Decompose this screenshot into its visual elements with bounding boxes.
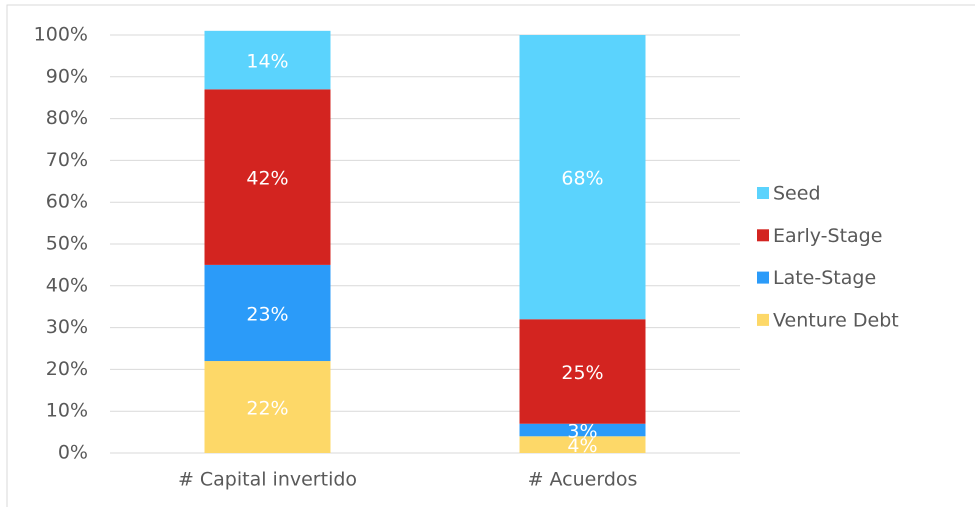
legend-swatch — [757, 271, 769, 284]
legend-label: Late-Stage — [773, 267, 876, 289]
y-tick-label: 0% — [58, 442, 88, 464]
y-tick-label: 80% — [46, 107, 88, 129]
y-tick-label: 100% — [34, 24, 88, 46]
legend-swatch — [757, 187, 769, 199]
x-tick-label: # Acuerdos — [528, 469, 638, 491]
y-tick-label: 60% — [46, 191, 88, 213]
data-label: 4% — [567, 435, 597, 457]
y-tick-label: 10% — [46, 400, 88, 422]
bar-segment — [204, 89, 331, 265]
legend-label: Early-Stage — [773, 225, 882, 247]
data-label: 25% — [561, 362, 603, 384]
y-tick-label: 30% — [46, 316, 88, 338]
y-tick-label: 90% — [46, 65, 88, 87]
data-label: 14% — [246, 51, 288, 73]
bar-segment — [204, 361, 331, 453]
data-label: 3% — [567, 421, 597, 443]
bar-segment — [519, 35, 646, 320]
bar-segment — [204, 30, 331, 90]
legend-label: Venture Debt — [773, 309, 899, 331]
y-tick-label: 40% — [46, 274, 88, 296]
y-tick-label: 70% — [46, 149, 88, 171]
data-label: 22% — [246, 398, 288, 420]
bar-segment — [519, 319, 646, 424]
data-label: 68% — [561, 168, 603, 190]
y-tick-label: 20% — [46, 358, 88, 380]
bar-segment — [519, 423, 646, 437]
legend-swatch — [757, 229, 769, 242]
data-label: 42% — [246, 168, 288, 190]
chart-frame — [6, 4, 975, 507]
legend-swatch — [757, 313, 769, 326]
bar-segment — [204, 264, 331, 362]
x-tick-label: # Capital invertido — [178, 469, 357, 491]
bar-segment — [519, 436, 646, 453]
y-tick-label: 50% — [46, 233, 88, 255]
data-label: 23% — [246, 303, 288, 325]
legend-label: Seed — [773, 183, 821, 205]
